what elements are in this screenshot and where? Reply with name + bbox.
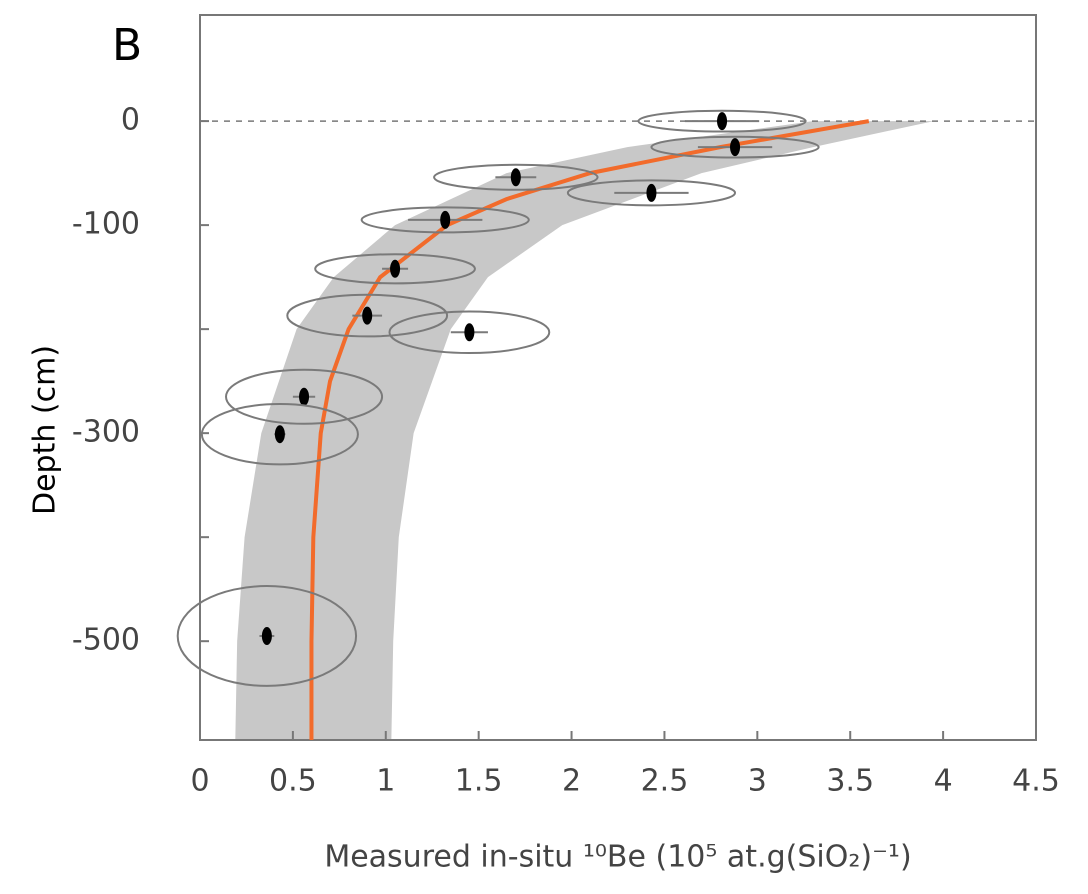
uncertainty-band [235,121,934,741]
x-tick-label: 3.5 [826,764,874,799]
fit-line [309,119,870,740]
data-point [390,259,401,278]
data-point [440,210,451,229]
x-tick-label: 1 [376,764,395,799]
x-tick-label: 4 [934,764,953,799]
error-ellipse [360,206,530,234]
error-ellipse [225,368,384,425]
x-tick-label: 2 [562,764,581,799]
error-ellipse [176,585,358,687]
y-axis-label: Depth (cm) [28,345,63,515]
chart-title: B [112,20,142,71]
x-tick-label: 0.5 [269,764,317,799]
error-ellipse [200,403,359,466]
data-point [261,626,272,645]
error-ellipse [566,179,737,207]
data-point [362,306,373,325]
x-tick-label: 3 [748,764,767,799]
data-point [717,112,728,131]
x-tick-label: 1.5 [455,764,503,799]
x-tick-label: 2.5 [641,764,689,799]
y-tick-label: -300 [72,415,140,450]
error-ellipse [433,163,599,191]
x-axis-label: Measured in-situ ¹⁰Be (10⁵ at.g(SiO₂)⁻¹) [324,840,911,875]
data-point [299,387,310,406]
error-ellipse [637,109,807,133]
y-tick-label: -500 [72,623,140,658]
plot-frame [199,14,1037,741]
error-ellipse [314,253,476,285]
data-point [464,323,475,342]
data-point [646,183,657,202]
error-ellipse [286,293,449,338]
data-point [510,168,521,187]
y-tick-label: 0 [121,103,140,138]
y-tick-label: -100 [72,207,140,242]
data-point [274,425,285,444]
error-ellipse [388,310,551,355]
x-tick-label: 4.5 [1012,764,1060,799]
x-tick-label: 0 [190,764,209,799]
data-point [730,138,741,157]
error-ellipse [650,135,820,159]
